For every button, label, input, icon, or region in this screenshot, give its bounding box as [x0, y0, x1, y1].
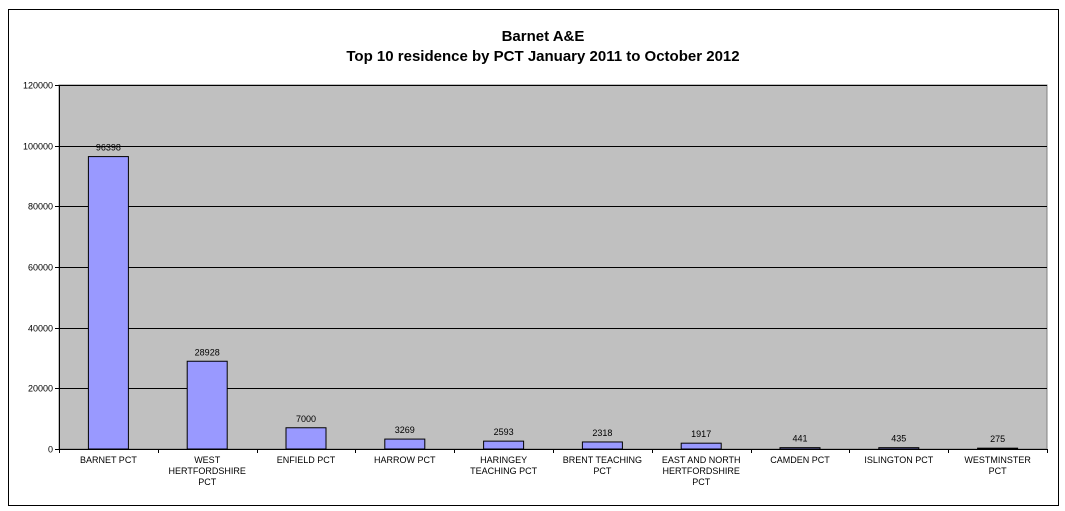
x-category-label-line: ENFIELD PCT — [277, 455, 336, 465]
bar — [680, 442, 722, 450]
x-category-label: BARNET PCT — [80, 455, 137, 465]
x-category-label: ENFIELD PCT — [277, 455, 336, 465]
x-category-label: BRENT TEACHING PCT — [563, 455, 642, 476]
data-label: 7000 — [296, 414, 316, 424]
bar — [285, 427, 327, 450]
x-category-label: HARINGEY TEACHING PCT — [470, 455, 538, 476]
data-label: 275 — [990, 434, 1005, 444]
x-category-label-line: WEST — [194, 455, 221, 465]
data-label: 441 — [792, 434, 807, 444]
y-tick-label: 0 — [48, 445, 53, 455]
data-label: 2593 — [494, 427, 514, 437]
x-category-label: CAMDEN PCT — [770, 455, 830, 465]
bar — [87, 156, 129, 450]
bar — [878, 447, 920, 450]
x-category-label-line: TEACHING PCT — [470, 466, 538, 476]
bar — [977, 447, 1019, 450]
bar — [483, 440, 525, 450]
y-tick-label: 100000 — [23, 142, 53, 152]
chart-title-line2: Top 10 residence by PCT January 2011 to … — [346, 48, 739, 65]
x-category-label-line: ISLINGTON PCT — [864, 455, 933, 465]
data-label: 435 — [891, 434, 906, 444]
data-label: 28928 — [195, 347, 220, 357]
bar — [779, 447, 821, 450]
x-category-label-line: HARINGEY — [480, 455, 527, 465]
y-tick-label: 60000 — [28, 263, 53, 273]
x-category-label-line: HERTFORDSHIRE — [169, 466, 246, 476]
x-category-label-line: PCT — [593, 466, 612, 476]
data-label: 2318 — [592, 428, 612, 438]
chart-title-line1: Barnet A&E — [502, 28, 585, 45]
y-tick-label: 20000 — [28, 384, 53, 394]
y-tick-label: 40000 — [28, 324, 53, 334]
y-tick-label: 80000 — [28, 202, 53, 212]
x-category-label-line: PCT — [198, 477, 217, 487]
x-category-label-line: PCT — [989, 466, 1008, 476]
x-category-label: HARROW PCT — [374, 455, 436, 465]
y-tick-label: 120000 — [23, 81, 53, 91]
x-category-label-line: CAMDEN PCT — [770, 455, 830, 465]
x-category-label-line: HERTFORDSHIRE — [663, 466, 740, 476]
data-label: 3269 — [395, 425, 415, 435]
x-category-label-line: HARROW PCT — [374, 455, 436, 465]
bar — [186, 360, 228, 450]
bar — [384, 438, 426, 450]
x-category-label: WEST HERTFORDSHIRE PCT — [169, 455, 246, 487]
x-category-label-line: BRENT TEACHING — [563, 455, 642, 465]
x-category-label-line: WESTMINSTER — [964, 455, 1031, 465]
x-category-label: WESTMINSTER PCT — [964, 455, 1031, 476]
x-category-label-line: EAST AND NORTH — [662, 455, 741, 465]
x-category-label: ISLINGTON PCT — [864, 455, 933, 465]
plot-area: 0 20000 40000 60000 80000 100000 120000 96398 BA… — [23, 81, 1048, 487]
data-label: 1917 — [691, 429, 711, 439]
data-label: 96398 — [96, 143, 121, 153]
bar — [581, 441, 623, 450]
x-category-label-line: PCT — [692, 477, 711, 487]
x-category-label: EAST AND NORTH HERTFORDSHIRE PCT — [662, 455, 741, 487]
x-category-label-line: BARNET PCT — [80, 455, 137, 465]
